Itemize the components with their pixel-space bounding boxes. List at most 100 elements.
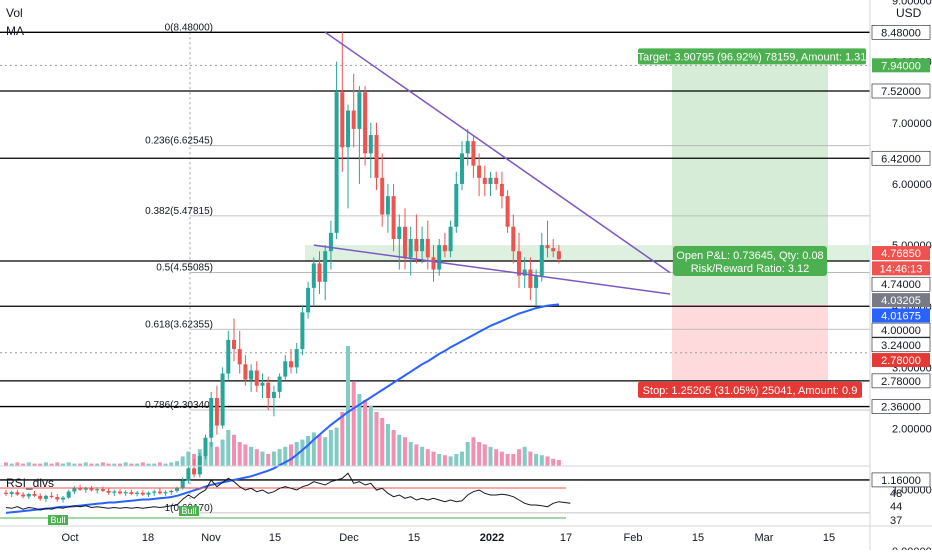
volume-bar xyxy=(100,462,105,466)
candle-body xyxy=(431,257,436,270)
candle-body xyxy=(26,493,31,497)
volume-bar xyxy=(425,449,430,466)
candle-body xyxy=(539,245,544,276)
candle-body xyxy=(271,391,276,398)
currency-label: USD xyxy=(896,6,922,20)
volume-bar xyxy=(528,451,533,466)
candle-body xyxy=(49,495,54,498)
candle-body xyxy=(420,238,425,252)
price-tag-bg xyxy=(871,472,931,488)
volume-bar xyxy=(72,463,77,466)
volume-bar xyxy=(89,463,94,466)
volume-bar xyxy=(471,437,476,466)
price-tag: 4.00000 xyxy=(881,325,921,337)
volume-bar xyxy=(249,446,254,466)
candle-body xyxy=(78,487,83,490)
moving-average-line xyxy=(5,303,560,514)
volume-bar xyxy=(346,346,350,466)
candle-body xyxy=(214,397,219,426)
candle-body xyxy=(465,141,470,154)
volume-bar xyxy=(61,463,65,466)
price-tag-bg xyxy=(871,322,931,338)
candle-body xyxy=(471,141,476,166)
volume-bar xyxy=(499,451,504,466)
time-axis-label: Feb xyxy=(624,532,643,544)
candle-body xyxy=(152,491,157,493)
volume-bar xyxy=(311,432,316,466)
volume-bar xyxy=(15,462,20,466)
candle-body xyxy=(334,92,339,233)
price-tag: 7.52000 xyxy=(881,86,921,98)
candle-body xyxy=(545,245,550,249)
candle-body xyxy=(488,177,493,184)
descending-trendline xyxy=(324,31,671,274)
volume-bar xyxy=(482,444,487,466)
volume-bar xyxy=(32,463,37,466)
volume-bar xyxy=(135,463,140,466)
candle-body xyxy=(43,495,48,499)
volume-bar xyxy=(123,462,128,466)
candle-body xyxy=(140,492,145,495)
volume-bar xyxy=(442,455,447,466)
price-tag-bg xyxy=(871,83,931,99)
candle-body xyxy=(556,251,561,260)
candle-body xyxy=(385,196,390,215)
fib-level-label: 0.382(5.47815) xyxy=(145,206,213,217)
candle-body xyxy=(300,312,305,350)
volume-bar xyxy=(146,463,151,466)
price-tag-bg xyxy=(872,293,930,308)
target-label: Target: 3.90795 (96.92%) 78159, Amount: … xyxy=(638,51,867,63)
volume-bar xyxy=(545,456,550,466)
volume-bar xyxy=(83,462,88,466)
candle-body xyxy=(528,269,533,288)
rsi-axis-label: 37 xyxy=(890,515,902,527)
candle-body xyxy=(180,480,185,488)
rsi-bull-tag xyxy=(48,515,68,525)
candle-body xyxy=(55,497,60,500)
candle-body xyxy=(203,437,208,457)
rsi-bull-tag xyxy=(179,506,199,516)
candle-body xyxy=(169,490,174,493)
price-tag: 1.16000 xyxy=(881,475,921,487)
candle-body xyxy=(175,487,179,491)
volume-bar xyxy=(38,463,43,466)
volume-bar xyxy=(511,454,516,466)
stop-zone xyxy=(672,304,828,381)
volume-bar xyxy=(408,442,413,466)
volume-bar xyxy=(534,454,539,466)
price-tag: 14:46:13 xyxy=(880,263,923,275)
volume-bar xyxy=(260,451,265,466)
rsi-line xyxy=(5,472,571,511)
candle-body xyxy=(328,232,333,252)
volume-bar xyxy=(106,463,111,466)
candle-body xyxy=(499,183,504,197)
volume-bar xyxy=(505,454,510,466)
candle-body xyxy=(15,492,20,495)
price-tag: 6.42000 xyxy=(881,153,921,165)
volume-bar xyxy=(49,463,54,466)
candle-body xyxy=(442,245,447,252)
volume-bar xyxy=(431,451,436,466)
price-tag: 7.94000 xyxy=(881,60,921,72)
price-tag: 3.24000 xyxy=(881,340,921,352)
volume-bar xyxy=(169,462,174,466)
volume-bar xyxy=(517,449,521,466)
volume-bar xyxy=(317,434,322,466)
candle-body xyxy=(448,226,453,252)
candle-body xyxy=(112,491,117,493)
volume-bar xyxy=(277,449,282,466)
candle-body xyxy=(380,177,385,215)
volume-bar xyxy=(465,442,470,466)
fib-level-label: 0.236(6.62545) xyxy=(145,136,213,147)
candle-body xyxy=(192,468,197,475)
candle-body xyxy=(226,339,231,374)
candle-body xyxy=(197,456,202,475)
candle-body xyxy=(100,489,105,491)
candle-body xyxy=(277,376,282,392)
price-tag: 4.01675 xyxy=(881,310,921,322)
time-axis-label: 15 xyxy=(823,532,835,544)
volume-bar xyxy=(9,463,14,466)
pnl-label: Open P&L: 0.73645, Qty: 0.08 xyxy=(676,250,823,262)
